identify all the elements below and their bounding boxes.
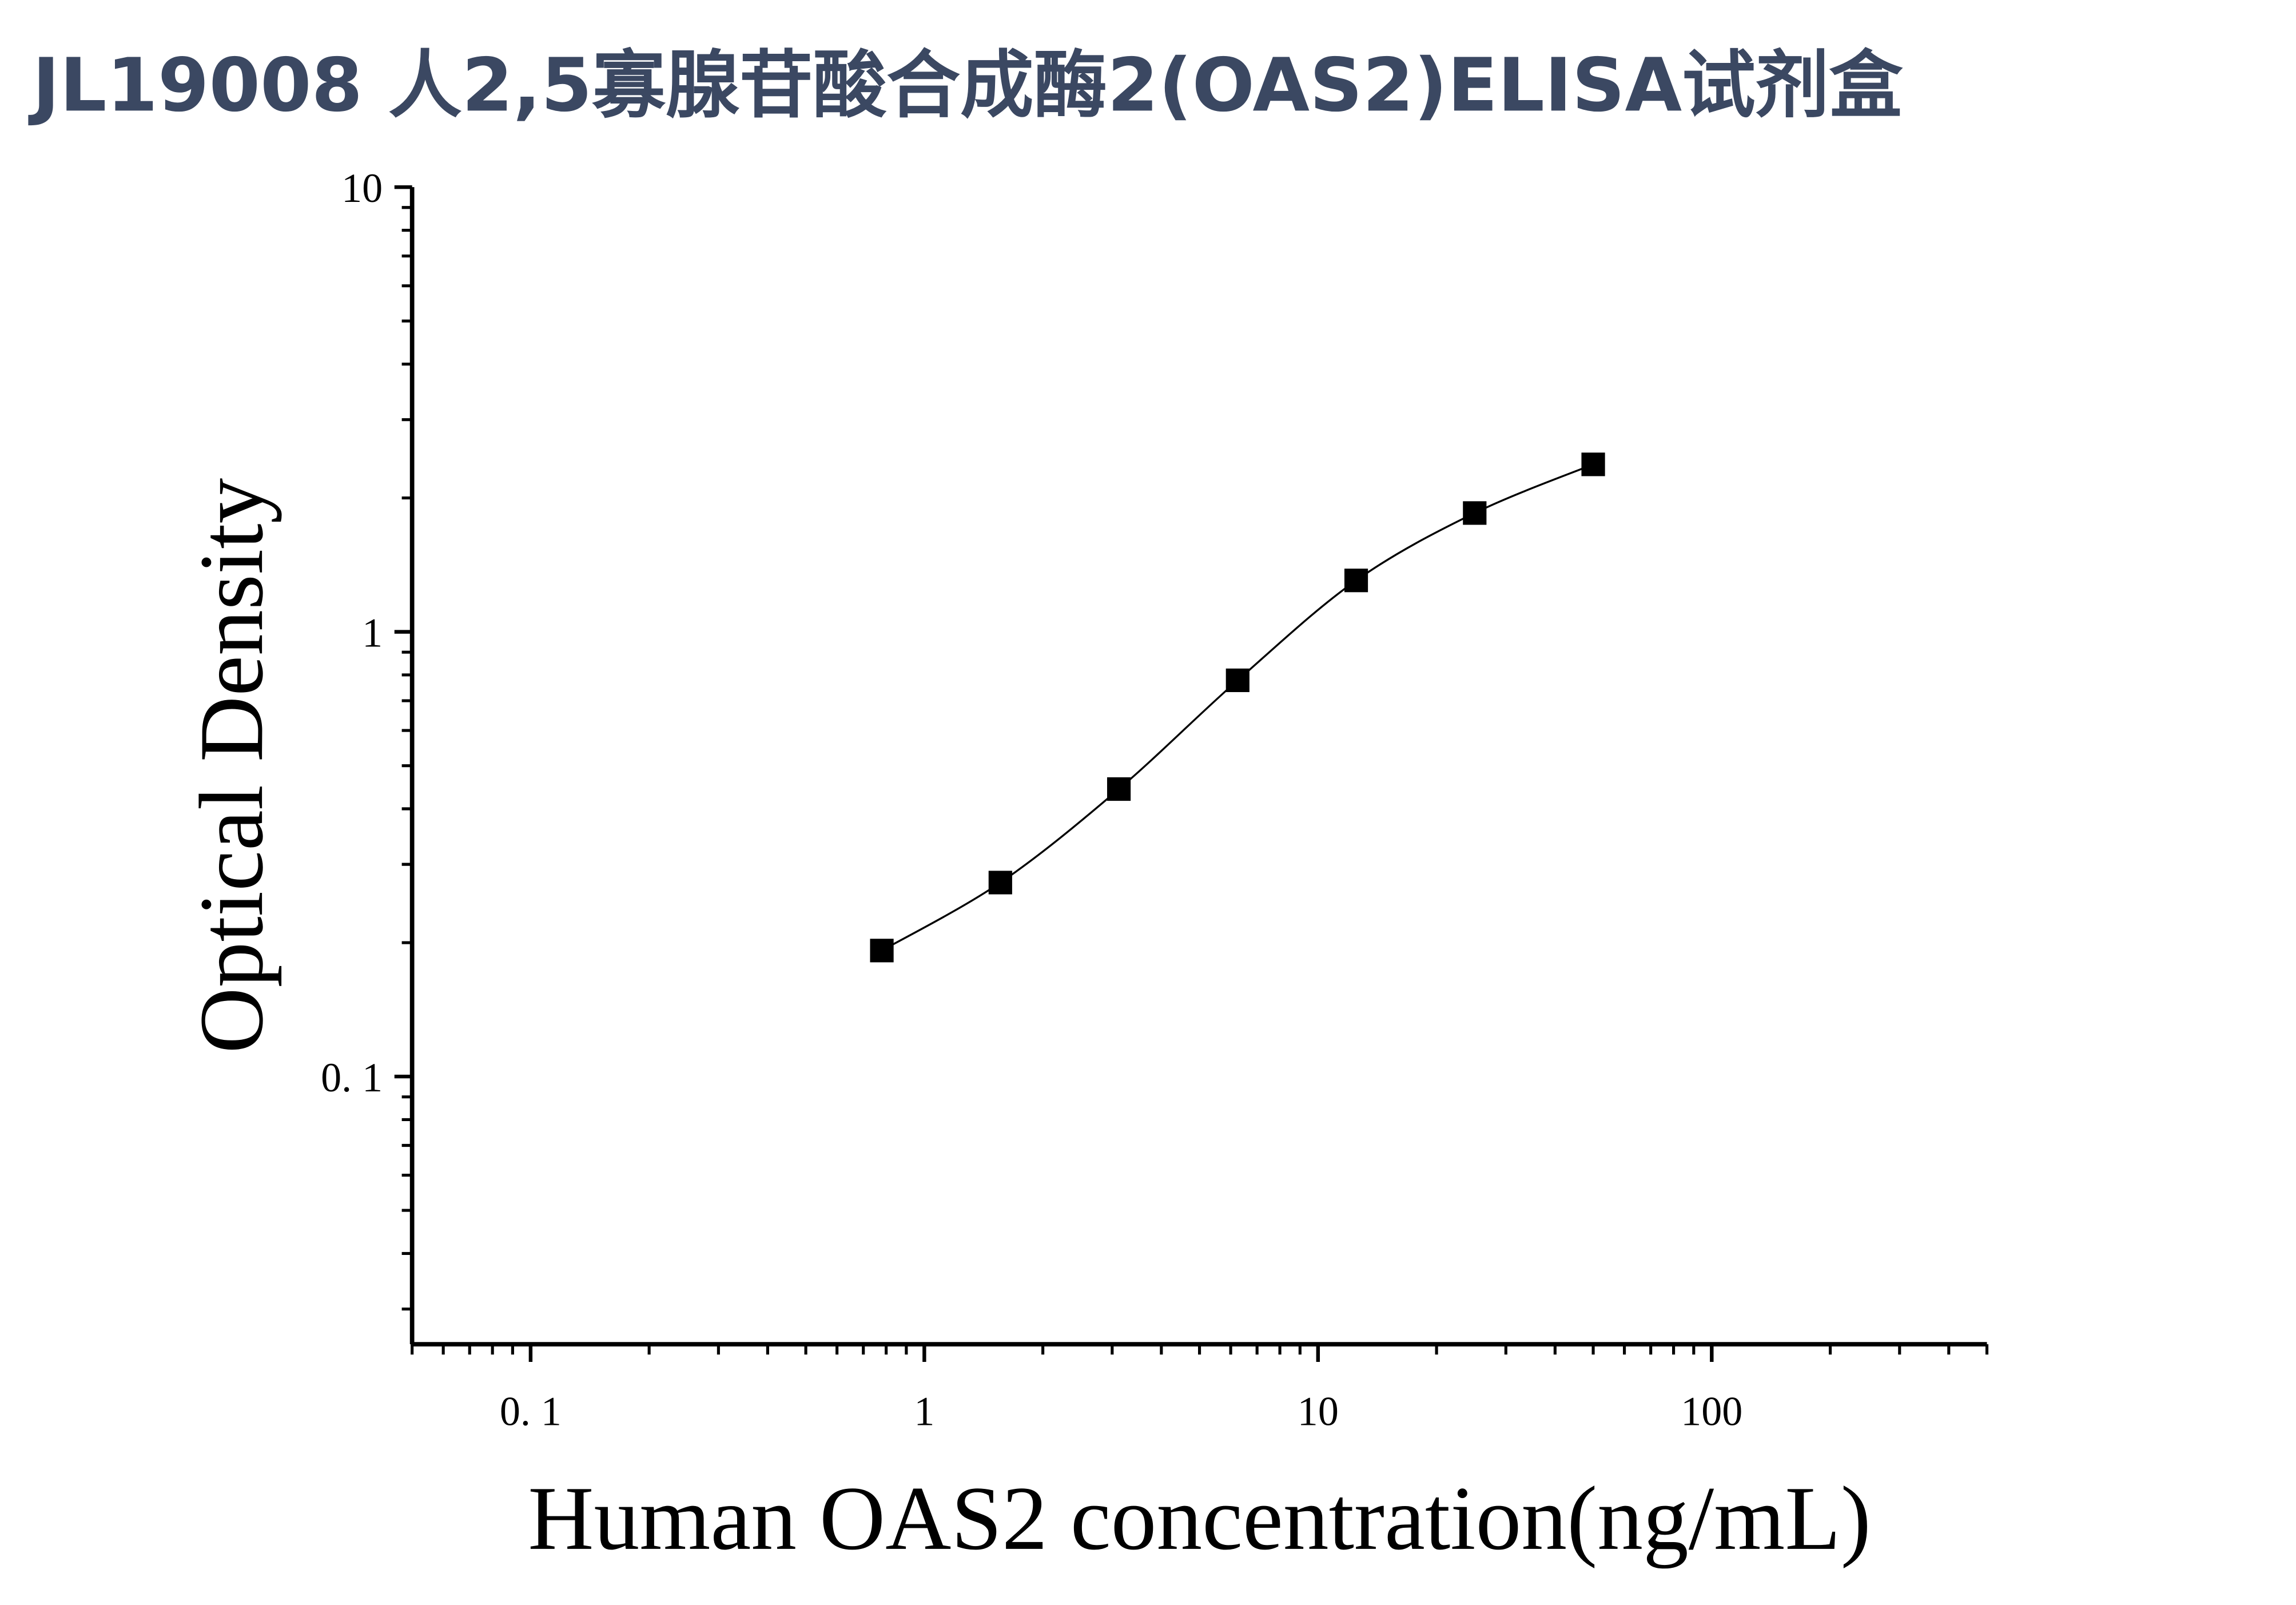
data-point	[1225, 668, 1250, 692]
y-tick-label: 10	[341, 165, 383, 211]
data-point	[1107, 777, 1131, 801]
data-point	[870, 939, 894, 963]
x-tick-label: 1	[914, 1389, 934, 1435]
x-tick-label: 0. 1	[500, 1389, 562, 1435]
x-tick-label: 100	[1681, 1389, 1742, 1435]
y-axis-label: Optical Density	[181, 478, 282, 1053]
data-point	[1344, 569, 1368, 593]
data-point	[1463, 501, 1487, 525]
y-tick-label: 1	[362, 610, 383, 655]
data-point	[1581, 452, 1605, 476]
x-axis-label: Human OAS2 concentration(ng/mL)	[528, 1468, 1871, 1569]
data-point	[988, 871, 1012, 895]
y-tick-label: 0. 1	[321, 1055, 383, 1101]
chart-title: JL19008 人2,5寡腺苷酸合成酶2(OAS2)ELISA试剂盒	[28, 43, 1904, 128]
x-tick-label: 10	[1298, 1389, 1339, 1435]
